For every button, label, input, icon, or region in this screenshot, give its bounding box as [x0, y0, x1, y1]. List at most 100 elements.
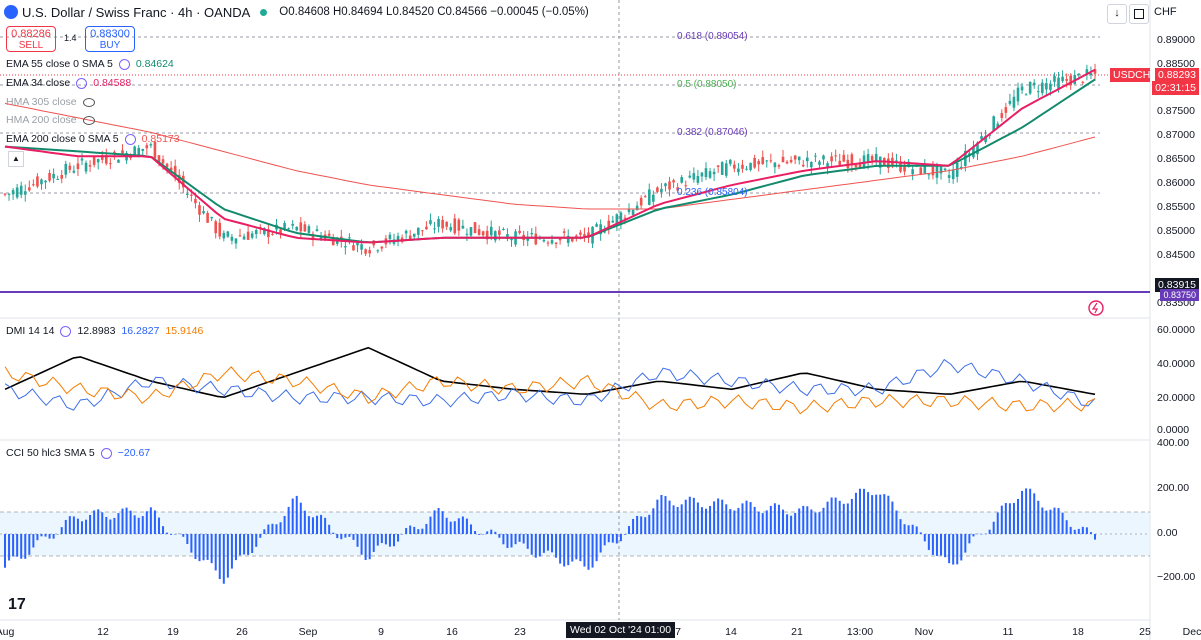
cci-bar [741, 503, 744, 534]
cci-bar [591, 534, 594, 568]
settings-cycle-icon[interactable] [100, 447, 112, 459]
candle [84, 162, 88, 172]
candle [1032, 82, 1036, 86]
ema55-line [4, 78, 1096, 244]
candle [263, 227, 266, 235]
legend-hma305[interactable]: HMA 305 close [6, 96, 95, 108]
cci-bar [247, 534, 250, 555]
cci-bar [705, 508, 708, 534]
cci-bar [956, 534, 959, 565]
cci-bar [680, 504, 683, 534]
cci-bar [615, 534, 618, 544]
cci-bar [174, 534, 177, 535]
cci-bar [364, 534, 367, 561]
candle [502, 229, 505, 231]
candle [1085, 69, 1089, 75]
cci-bar [263, 529, 266, 534]
candle [550, 240, 554, 244]
candle [287, 228, 290, 230]
candle [558, 237, 562, 241]
scroll-down-button[interactable]: ↓ [1107, 4, 1127, 24]
candle [720, 162, 724, 175]
buy-button[interactable]: 0.88300 BUY [85, 26, 135, 52]
legend-ema200[interactable]: EMA 200 close 0 SMA 5 0.85173 [6, 133, 180, 145]
candle [469, 227, 473, 236]
cci-bar [380, 534, 383, 544]
settings-cycle-icon[interactable] [60, 325, 72, 337]
cci-bar [729, 508, 732, 534]
chart-header: U.S. Dollar / Swiss Franc · 4h · OANDA O… [0, 0, 1100, 24]
price-tick: 0.87500 [1157, 105, 1195, 117]
fib-level-label: 0.382 (0.87046) [677, 127, 748, 138]
cci-bar [210, 534, 213, 564]
settings-cycle-icon[interactable] [76, 77, 88, 89]
cci-bar [542, 534, 545, 553]
candle [56, 178, 59, 180]
candle [238, 235, 242, 237]
hidden-eye-icon[interactable] [82, 115, 95, 125]
candle [676, 187, 679, 191]
cci-bar [12, 534, 15, 557]
cci-bar [502, 534, 505, 545]
candle [429, 220, 432, 224]
cci-bar [834, 497, 837, 534]
collapse-legend-button[interactable]: ▲ [8, 151, 24, 167]
cci-bar [182, 534, 185, 537]
candle [267, 229, 270, 238]
time-tick: Sep [298, 626, 318, 638]
settings-cycle-icon[interactable] [124, 133, 136, 145]
fullscreen-button[interactable] [1129, 4, 1149, 24]
candle [838, 160, 842, 165]
cci-bar [307, 516, 310, 534]
cci-bar [32, 534, 35, 548]
legend-hma200[interactable]: HMA 200 close [6, 114, 95, 126]
candle [810, 162, 813, 168]
alert-icon[interactable] [1088, 300, 1104, 316]
cci-bar [846, 503, 849, 534]
cci-bar [575, 534, 578, 560]
candle [733, 164, 736, 169]
cci-bar [648, 514, 651, 534]
cci-bar [413, 526, 416, 534]
candle [955, 163, 959, 177]
cci-bar [401, 534, 404, 535]
candle [887, 158, 890, 168]
candle [145, 145, 149, 149]
candle [680, 177, 683, 183]
candle [526, 236, 530, 241]
cci-bar [368, 534, 371, 560]
candle [161, 159, 165, 164]
legend-ema34[interactable]: EMA 34 close 0.84588 [6, 77, 131, 89]
cci-bar [899, 519, 902, 534]
settings-cycle-icon[interactable] [118, 58, 130, 70]
legend-cci[interactable]: CCI 50 hlc3 SMA 5 −20.67 [6, 447, 150, 459]
cci-bar [133, 515, 136, 534]
cci-bar [567, 534, 570, 566]
candle [344, 246, 347, 248]
cci-bar [166, 532, 169, 534]
cci-bar [145, 511, 148, 534]
candle [943, 168, 947, 171]
time-tick: Nov [914, 626, 934, 638]
cci-bar [490, 529, 493, 534]
cci-bar [421, 528, 424, 534]
tradingview-logo[interactable]: 17 [8, 596, 26, 613]
cci-bar [178, 533, 181, 535]
cci-bar [36, 534, 39, 541]
candle [493, 231, 497, 241]
candle [631, 209, 635, 216]
legend-ema55[interactable]: EMA 55 close 0 SMA 5 0.84624 [6, 58, 174, 70]
candle [518, 230, 521, 234]
cci-bar [222, 534, 225, 584]
candle [570, 238, 574, 242]
symbol-title[interactable]: U.S. Dollar / Swiss Franc · 4h · OANDA [22, 4, 251, 20]
cci-bar [433, 510, 436, 534]
candle [352, 245, 355, 251]
hidden-eye-icon[interactable] [82, 97, 95, 107]
sell-button[interactable]: 0.88286 SELL [6, 26, 56, 52]
legend-dmi[interactable]: DMI 14 14 12.8983 16.2827 15.9146 [6, 325, 203, 337]
cci-bar [162, 526, 165, 534]
cci-bar [303, 510, 306, 534]
currency-selector[interactable]: CHF [1154, 6, 1177, 18]
